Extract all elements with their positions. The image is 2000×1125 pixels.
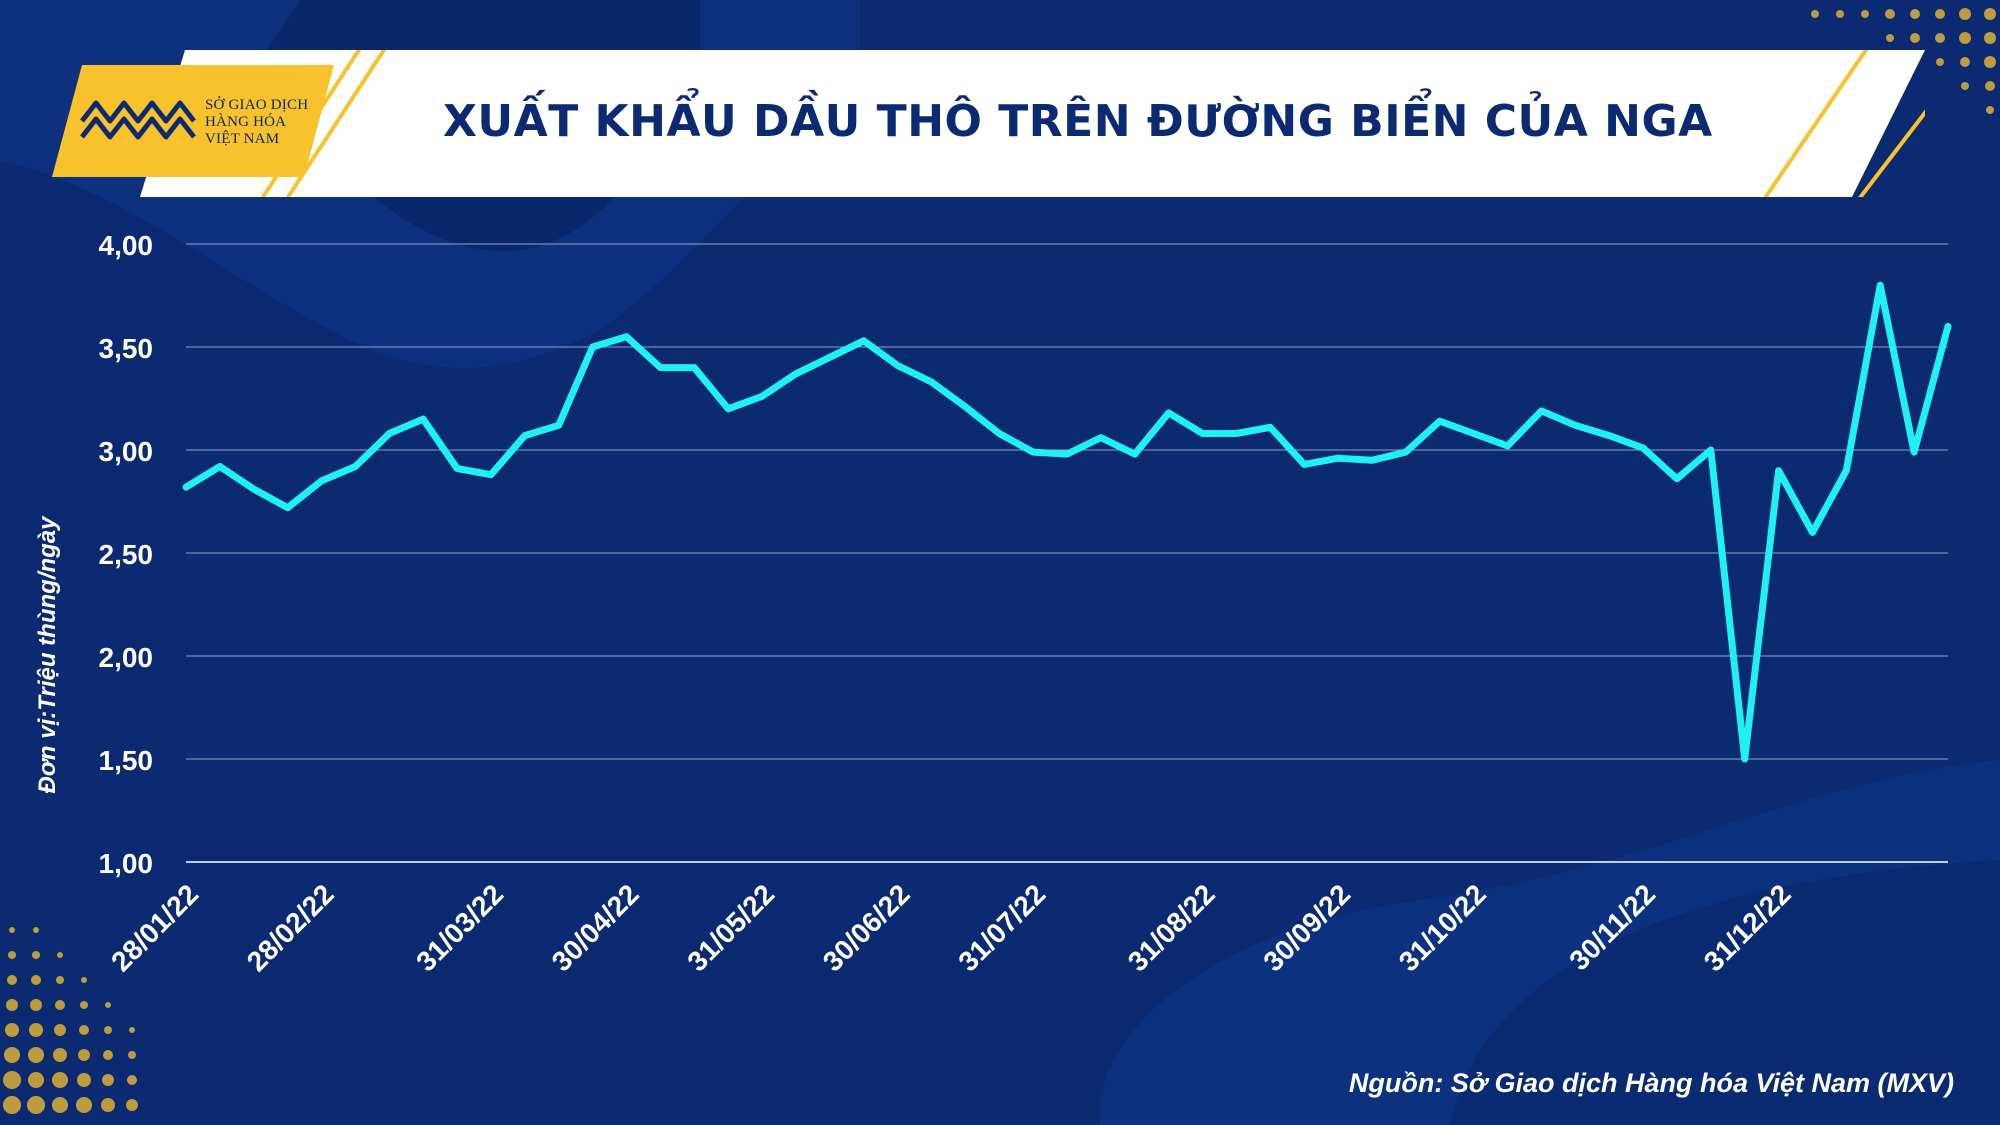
x-tick-label: 28/02/22 bbox=[241, 878, 340, 977]
source-note: Nguồn: Sở Giao dịch Hàng hóa Việt Nam (M… bbox=[1348, 1068, 1954, 1098]
x-tick-label: 31/03/22 bbox=[410, 878, 509, 977]
logo-text: SỞ GIAO DỊCH HÀNG HÓA VIỆT NAM bbox=[205, 97, 308, 148]
series-line-group bbox=[182, 281, 1952, 763]
y-tick-label: 3,50 bbox=[99, 333, 154, 364]
x-tick-label: 31/10/22 bbox=[1393, 878, 1492, 977]
x-tick-label: 31/07/22 bbox=[952, 878, 1051, 977]
x-tick-label: 31/08/22 bbox=[1122, 878, 1221, 977]
y-tick-label: 2,00 bbox=[99, 642, 154, 673]
series-line bbox=[182, 281, 1952, 763]
x-tick-label: 30/06/22 bbox=[817, 878, 916, 977]
x-axis-ticks: 28/01/22 28/02/22 31/03/22 30/04/22 31/05/22… bbox=[105, 878, 1797, 977]
x-tick-label: 30/11/22 bbox=[1563, 878, 1661, 976]
y-tick-label: 1,50 bbox=[99, 745, 154, 776]
logo-line-3: VIỆT NAM bbox=[205, 131, 280, 147]
y-tick-label: 2,50 bbox=[99, 539, 154, 570]
y-tick-label: 4,00 bbox=[99, 230, 154, 261]
title-banner bbox=[140, 50, 1925, 197]
x-tick-label: 28/01/22 bbox=[105, 878, 204, 977]
x-tick-label: 31/12/22 bbox=[1698, 878, 1797, 977]
x-tick-label: 31/05/22 bbox=[681, 878, 780, 977]
y-tick-label: 1,00 bbox=[99, 848, 154, 879]
logo-line-2: HÀNG HÓA bbox=[205, 114, 287, 130]
logo bbox=[52, 65, 334, 177]
logo-line-1: SỞ GIAO DỊCH bbox=[205, 97, 309, 113]
y-axis-ticks: 1,00 1,50 2,00 2,50 3,00 3,50 4,00 bbox=[99, 230, 154, 879]
x-tick-label: 30/09/22 bbox=[1257, 878, 1356, 977]
y-tick-label: 3,00 bbox=[99, 436, 154, 467]
y-axis-label: Đơn vị:Triệu thùng/ngày bbox=[34, 516, 61, 794]
chart-title: XUẤT KHẨU DẦU THÔ TRÊN ĐƯỜNG BIỂN CỦA NG… bbox=[443, 96, 1713, 147]
gridlines bbox=[186, 243, 1948, 863]
x-tick-label: 30/04/22 bbox=[546, 878, 645, 977]
